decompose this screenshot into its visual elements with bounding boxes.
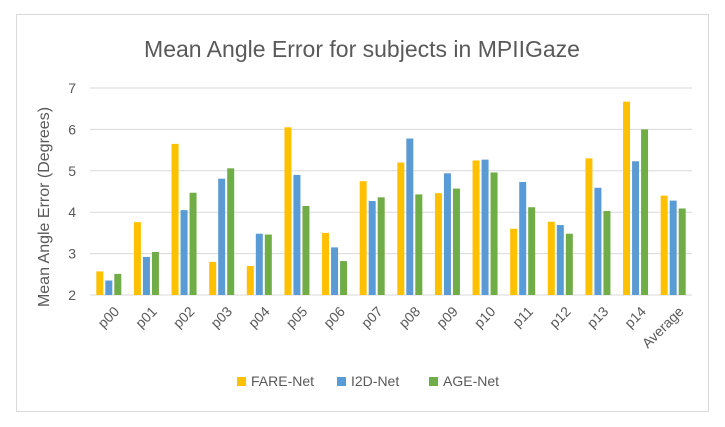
y-tick-label: 7	[68, 80, 76, 96]
bar-i2d-net-p13	[594, 187, 602, 295]
x-tick-label: Average	[639, 303, 687, 351]
bar-age-net-p00	[114, 273, 122, 295]
bar-age-net-p03	[227, 168, 235, 295]
bar-i2d-net-p02	[180, 210, 188, 295]
chart-title: Mean Angle Error for subjects in MPIIGaz…	[144, 36, 580, 62]
bar-fare-net-p10	[472, 160, 480, 295]
bar-i2d-net-p11	[519, 181, 527, 295]
bar-age-net-p13	[603, 210, 611, 295]
bar-i2d-net-p10	[481, 159, 489, 295]
y-axis-label: Mean Angle Error (Degrees)	[36, 107, 53, 307]
bar-fare-net-p08	[397, 162, 405, 295]
x-tick-label: p14	[621, 303, 649, 331]
bar-age-net-p11	[528, 207, 536, 295]
bar-fare-net-p03	[209, 261, 217, 295]
x-tick-label: p02	[170, 303, 198, 331]
bar-fare-net-p07	[359, 181, 367, 295]
bar-i2d-net-p04	[255, 233, 263, 295]
y-tick-label: 5	[68, 163, 76, 179]
bar-fare-net-p09	[434, 193, 442, 295]
x-tick-label: p09	[433, 303, 461, 331]
bar-fare-net-p01	[133, 222, 141, 295]
y-tick-label: 3	[68, 246, 76, 262]
legend-label: AGE-Net	[443, 373, 499, 389]
bar-age-net-p06	[340, 261, 348, 295]
legend-swatch	[337, 377, 346, 386]
x-tick-label: p11	[509, 303, 536, 330]
x-tick-label: p03	[207, 303, 235, 331]
x-tick-label: p05	[283, 303, 311, 331]
bar-fare-net-p06	[322, 232, 330, 295]
legend-label: FARE-Net	[251, 373, 314, 389]
y-tick-label: 4	[68, 204, 76, 220]
bar-fare-net-p00	[96, 271, 104, 295]
bar-age-net-p01	[151, 251, 159, 295]
bar-age-net-p10	[490, 172, 498, 295]
bar-fare-net-p14	[623, 101, 631, 295]
x-tick-label: p07	[358, 303, 386, 331]
bar-fare-net-p12	[547, 221, 555, 295]
bar-age-net-p07	[377, 197, 385, 295]
x-tick-label: p06	[320, 303, 348, 331]
bar-i2d-net-p14	[632, 161, 640, 295]
gridlines	[90, 87, 692, 296]
x-tick-label: p04	[245, 303, 273, 331]
y-tick-labels: 2 3 4 5 6 7	[68, 80, 76, 303]
bar-age-net-p04	[264, 234, 272, 295]
bar-age-net-p02	[189, 192, 197, 295]
bar-fare-net-average	[660, 195, 668, 295]
bar-i2d-net-p05	[293, 174, 301, 295]
bar-age-net-p09	[452, 188, 460, 295]
legend-label: I2D-Net	[351, 373, 399, 389]
bar-i2d-net-average	[669, 200, 677, 295]
bar-fare-net-p04	[246, 266, 254, 295]
bar-i2d-net-p01	[142, 256, 150, 295]
x-tick-label: p12	[546, 303, 574, 331]
legend: FARE-Net I2D-Net AGE-Net	[237, 373, 499, 389]
x-tick-label: p08	[395, 303, 423, 331]
bar-fare-net-p02	[171, 143, 179, 295]
bar-i2d-net-p12	[556, 225, 564, 295]
y-tick-label: 6	[68, 121, 76, 137]
bar-i2d-net-p06	[331, 247, 339, 295]
bar-age-net-average	[678, 208, 686, 295]
x-tick-label: p00	[94, 303, 122, 331]
bar-i2d-net-p00	[105, 280, 113, 295]
bar-age-net-p08	[415, 194, 423, 295]
bar-fare-net-p11	[510, 228, 518, 295]
bar-i2d-net-p08	[406, 138, 414, 295]
x-tick-label: p10	[471, 303, 499, 331]
x-tick-label: p13	[584, 303, 612, 331]
bar-fare-net-p13	[585, 158, 593, 295]
legend-swatch	[429, 377, 438, 386]
bars	[96, 101, 686, 295]
bar-i2d-net-p07	[368, 201, 376, 295]
y-tick-label: 2	[68, 287, 76, 303]
bar-age-net-p12	[565, 233, 573, 295]
legend-swatch	[237, 377, 246, 386]
bar-age-net-p05	[302, 205, 310, 295]
bar-age-net-p14	[641, 129, 649, 295]
bar-i2d-net-p03	[218, 178, 226, 295]
bar-fare-net-p05	[284, 127, 292, 295]
bar-i2d-net-p09	[443, 173, 451, 295]
x-tick-label: p01	[132, 303, 160, 331]
x-tick-labels: p00 p01 p02 p03 p04 p05 p06 p07 p08 p09 p10 p11 p12 p…	[94, 303, 686, 351]
